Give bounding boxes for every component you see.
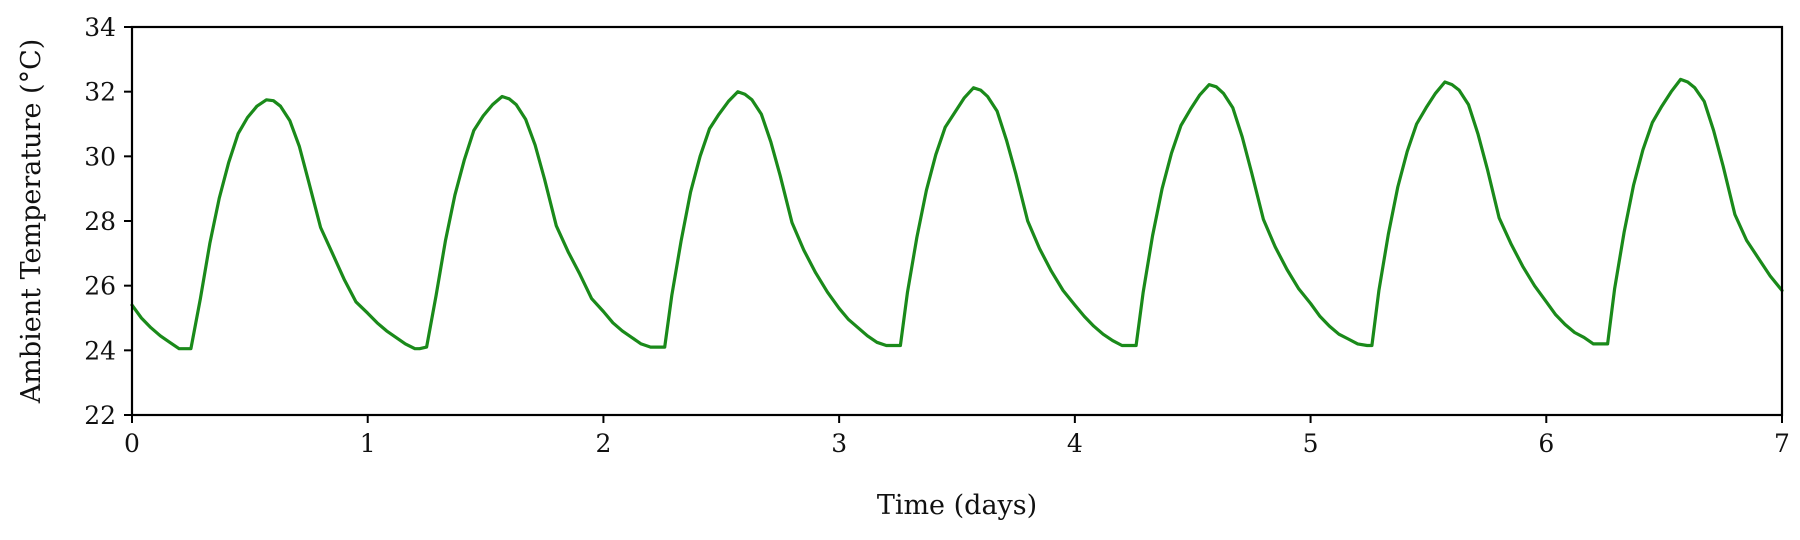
y-tick-label: 24 xyxy=(84,336,116,365)
y-tick-label: 32 xyxy=(84,78,116,107)
y-tick-label: 26 xyxy=(84,272,116,301)
x-tick-label: 6 xyxy=(1538,429,1554,458)
y-tick-label: 28 xyxy=(84,207,116,236)
y-tick-label: 22 xyxy=(84,401,116,430)
plot-area xyxy=(130,77,1784,351)
x-tick-label: 0 xyxy=(124,429,140,458)
y-tick-label: 30 xyxy=(84,142,116,171)
x-tick-label: 3 xyxy=(831,429,847,458)
x-tick-label: 7 xyxy=(1774,429,1790,458)
y-axis-label: Ambient Temperature (°C) xyxy=(16,39,47,405)
x-tick-label: 2 xyxy=(595,429,611,458)
temperature-series-line xyxy=(130,77,1784,351)
x-axis-label: Time (days) xyxy=(877,490,1037,521)
y-tick-label: 34 xyxy=(84,13,116,42)
x-tick-label: 1 xyxy=(360,429,376,458)
axes-frame xyxy=(130,25,1784,417)
x-tick-label: 4 xyxy=(1067,429,1083,458)
x-tick-label: 5 xyxy=(1303,429,1319,458)
